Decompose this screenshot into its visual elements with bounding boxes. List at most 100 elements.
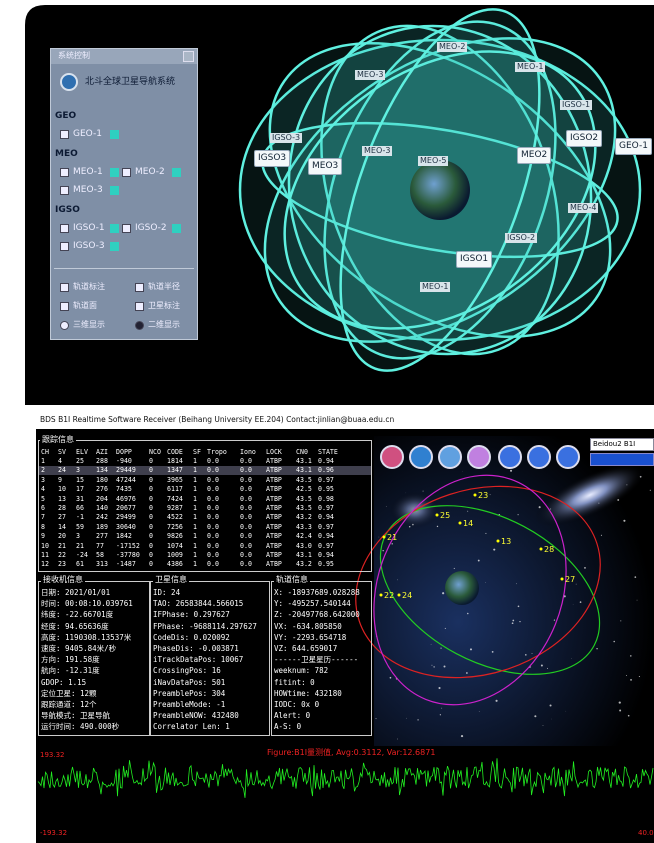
info-line: GDOP: 1.15: [41, 679, 86, 687]
info-line: 导航模式: 卫星导航: [41, 712, 110, 720]
panel-close[interactable]: [183, 51, 194, 62]
table-cell: ATBP: [266, 552, 282, 559]
table-cell: 1347: [167, 467, 183, 474]
toolbar-button[interactable]: [438, 445, 462, 469]
radio[interactable]: [135, 321, 144, 330]
table-cell: 0.95: [318, 561, 334, 568]
info-line: 高度: 1190308.13537米: [41, 634, 131, 642]
star: [547, 668, 548, 669]
table-cell: -24: [76, 552, 88, 559]
table-cell: 43.1: [296, 552, 312, 559]
table-cell: 9287: [167, 505, 183, 512]
satellite-id: 23: [478, 492, 488, 500]
table-cell: 0.0: [207, 561, 219, 568]
display-option: 轨道标注: [73, 283, 105, 291]
star: [433, 666, 434, 667]
window-button[interactable]: [641, 414, 653, 426]
toolbar-button[interactable]: [498, 445, 522, 469]
dropdown-selected[interactable]: [590, 453, 654, 466]
star: [397, 739, 398, 740]
window-button[interactable]: [602, 414, 614, 426]
checkbox[interactable]: [122, 168, 131, 177]
star: [478, 560, 480, 562]
table-cell: ATBP: [266, 505, 282, 512]
satellite-label: MEO-1: [515, 62, 545, 72]
checkbox[interactable]: [60, 130, 69, 139]
star: [461, 735, 463, 737]
info-line: CodeDis: 0.020092: [153, 634, 230, 642]
star: [512, 622, 514, 624]
table-cell: 1: [193, 505, 197, 512]
table-cell: 3: [76, 467, 80, 474]
dropdown-value: Beidou2 B1I: [593, 441, 635, 448]
satellite-toggle: MEO-1: [73, 168, 103, 177]
table-cell: 3965: [167, 477, 183, 484]
checkbox[interactable]: [135, 283, 144, 292]
star: [390, 677, 392, 679]
checkbox[interactable]: [60, 283, 69, 292]
toolbar-button[interactable]: [467, 445, 491, 469]
star: [554, 620, 555, 621]
table-cell: 15: [76, 477, 84, 484]
table-cell: 1: [41, 458, 45, 465]
table-cell: ATBP: [266, 458, 282, 465]
toolbar-button[interactable]: [380, 445, 404, 469]
satellite-toggle: GEO-1: [73, 130, 102, 139]
toolbar-button[interactable]: [527, 445, 551, 469]
satellite-id: 13: [501, 538, 511, 546]
checkbox[interactable]: [60, 224, 69, 233]
star: [628, 715, 630, 717]
view-option: 二维显示: [148, 321, 180, 329]
info-line: 速度: 9405.84米/秒: [41, 645, 116, 653]
star: [485, 533, 486, 534]
table-cell: 4: [58, 458, 62, 465]
table-cell: 1: [193, 533, 197, 540]
table-cell: 31: [76, 496, 84, 503]
table-cell: 43.5: [296, 477, 312, 484]
checkbox[interactable]: [60, 302, 69, 311]
info-line: VY: -2293.654718: [274, 634, 346, 642]
table-cell: 0.0: [207, 524, 219, 531]
axis-label: 40.0: [638, 830, 654, 837]
table-cell: 43.2: [296, 561, 312, 568]
checkbox[interactable]: [122, 224, 131, 233]
info-line: iTrackDataPos: 10067: [153, 656, 243, 664]
table-cell: 0.0: [207, 458, 219, 465]
satellite-label: MEO-1: [420, 282, 450, 292]
satellite-id: 25: [440, 512, 450, 520]
table-cell: 4: [41, 486, 45, 493]
table-cell: 1: [193, 552, 197, 559]
checkbox[interactable]: [60, 242, 69, 251]
table-cell: 30640: [116, 524, 136, 531]
satellite-color: [110, 224, 119, 233]
table-cell: -37780: [116, 552, 140, 559]
toolbar-button[interactable]: [556, 445, 580, 469]
star: [601, 535, 602, 536]
earth: [410, 160, 470, 220]
star: [379, 537, 380, 538]
satellite-toggle: IGSO-1: [73, 224, 105, 233]
earth: [445, 571, 479, 605]
info-line: fitint: 0: [274, 679, 315, 687]
star: [532, 653, 533, 654]
checkbox[interactable]: [60, 186, 69, 195]
checkbox[interactable]: [135, 302, 144, 311]
window-button[interactable]: [620, 414, 632, 426]
satellite-label: MEO-3: [362, 146, 392, 156]
table-cell: 20677: [116, 505, 136, 512]
table-cell: 0: [149, 543, 153, 550]
table-cell: 43.1: [296, 458, 312, 465]
satellite-toggle: MEO-3: [73, 186, 103, 195]
table-cell: ATBP: [266, 514, 282, 521]
star: [397, 579, 398, 580]
checkbox[interactable]: [60, 168, 69, 177]
info-line: TAO: 26583844.566015: [153, 600, 243, 608]
info-line: 时间: 00:08:10.039761: [41, 600, 133, 608]
table-cell: 9: [58, 477, 62, 484]
info-line: A-S: 0: [274, 723, 301, 731]
table-cell: 7256: [167, 524, 183, 531]
table-cell: 0.94: [318, 533, 334, 540]
toolbar-button[interactable]: [409, 445, 433, 469]
radio[interactable]: [60, 321, 69, 330]
satellite-label: MEO-5: [418, 156, 448, 166]
